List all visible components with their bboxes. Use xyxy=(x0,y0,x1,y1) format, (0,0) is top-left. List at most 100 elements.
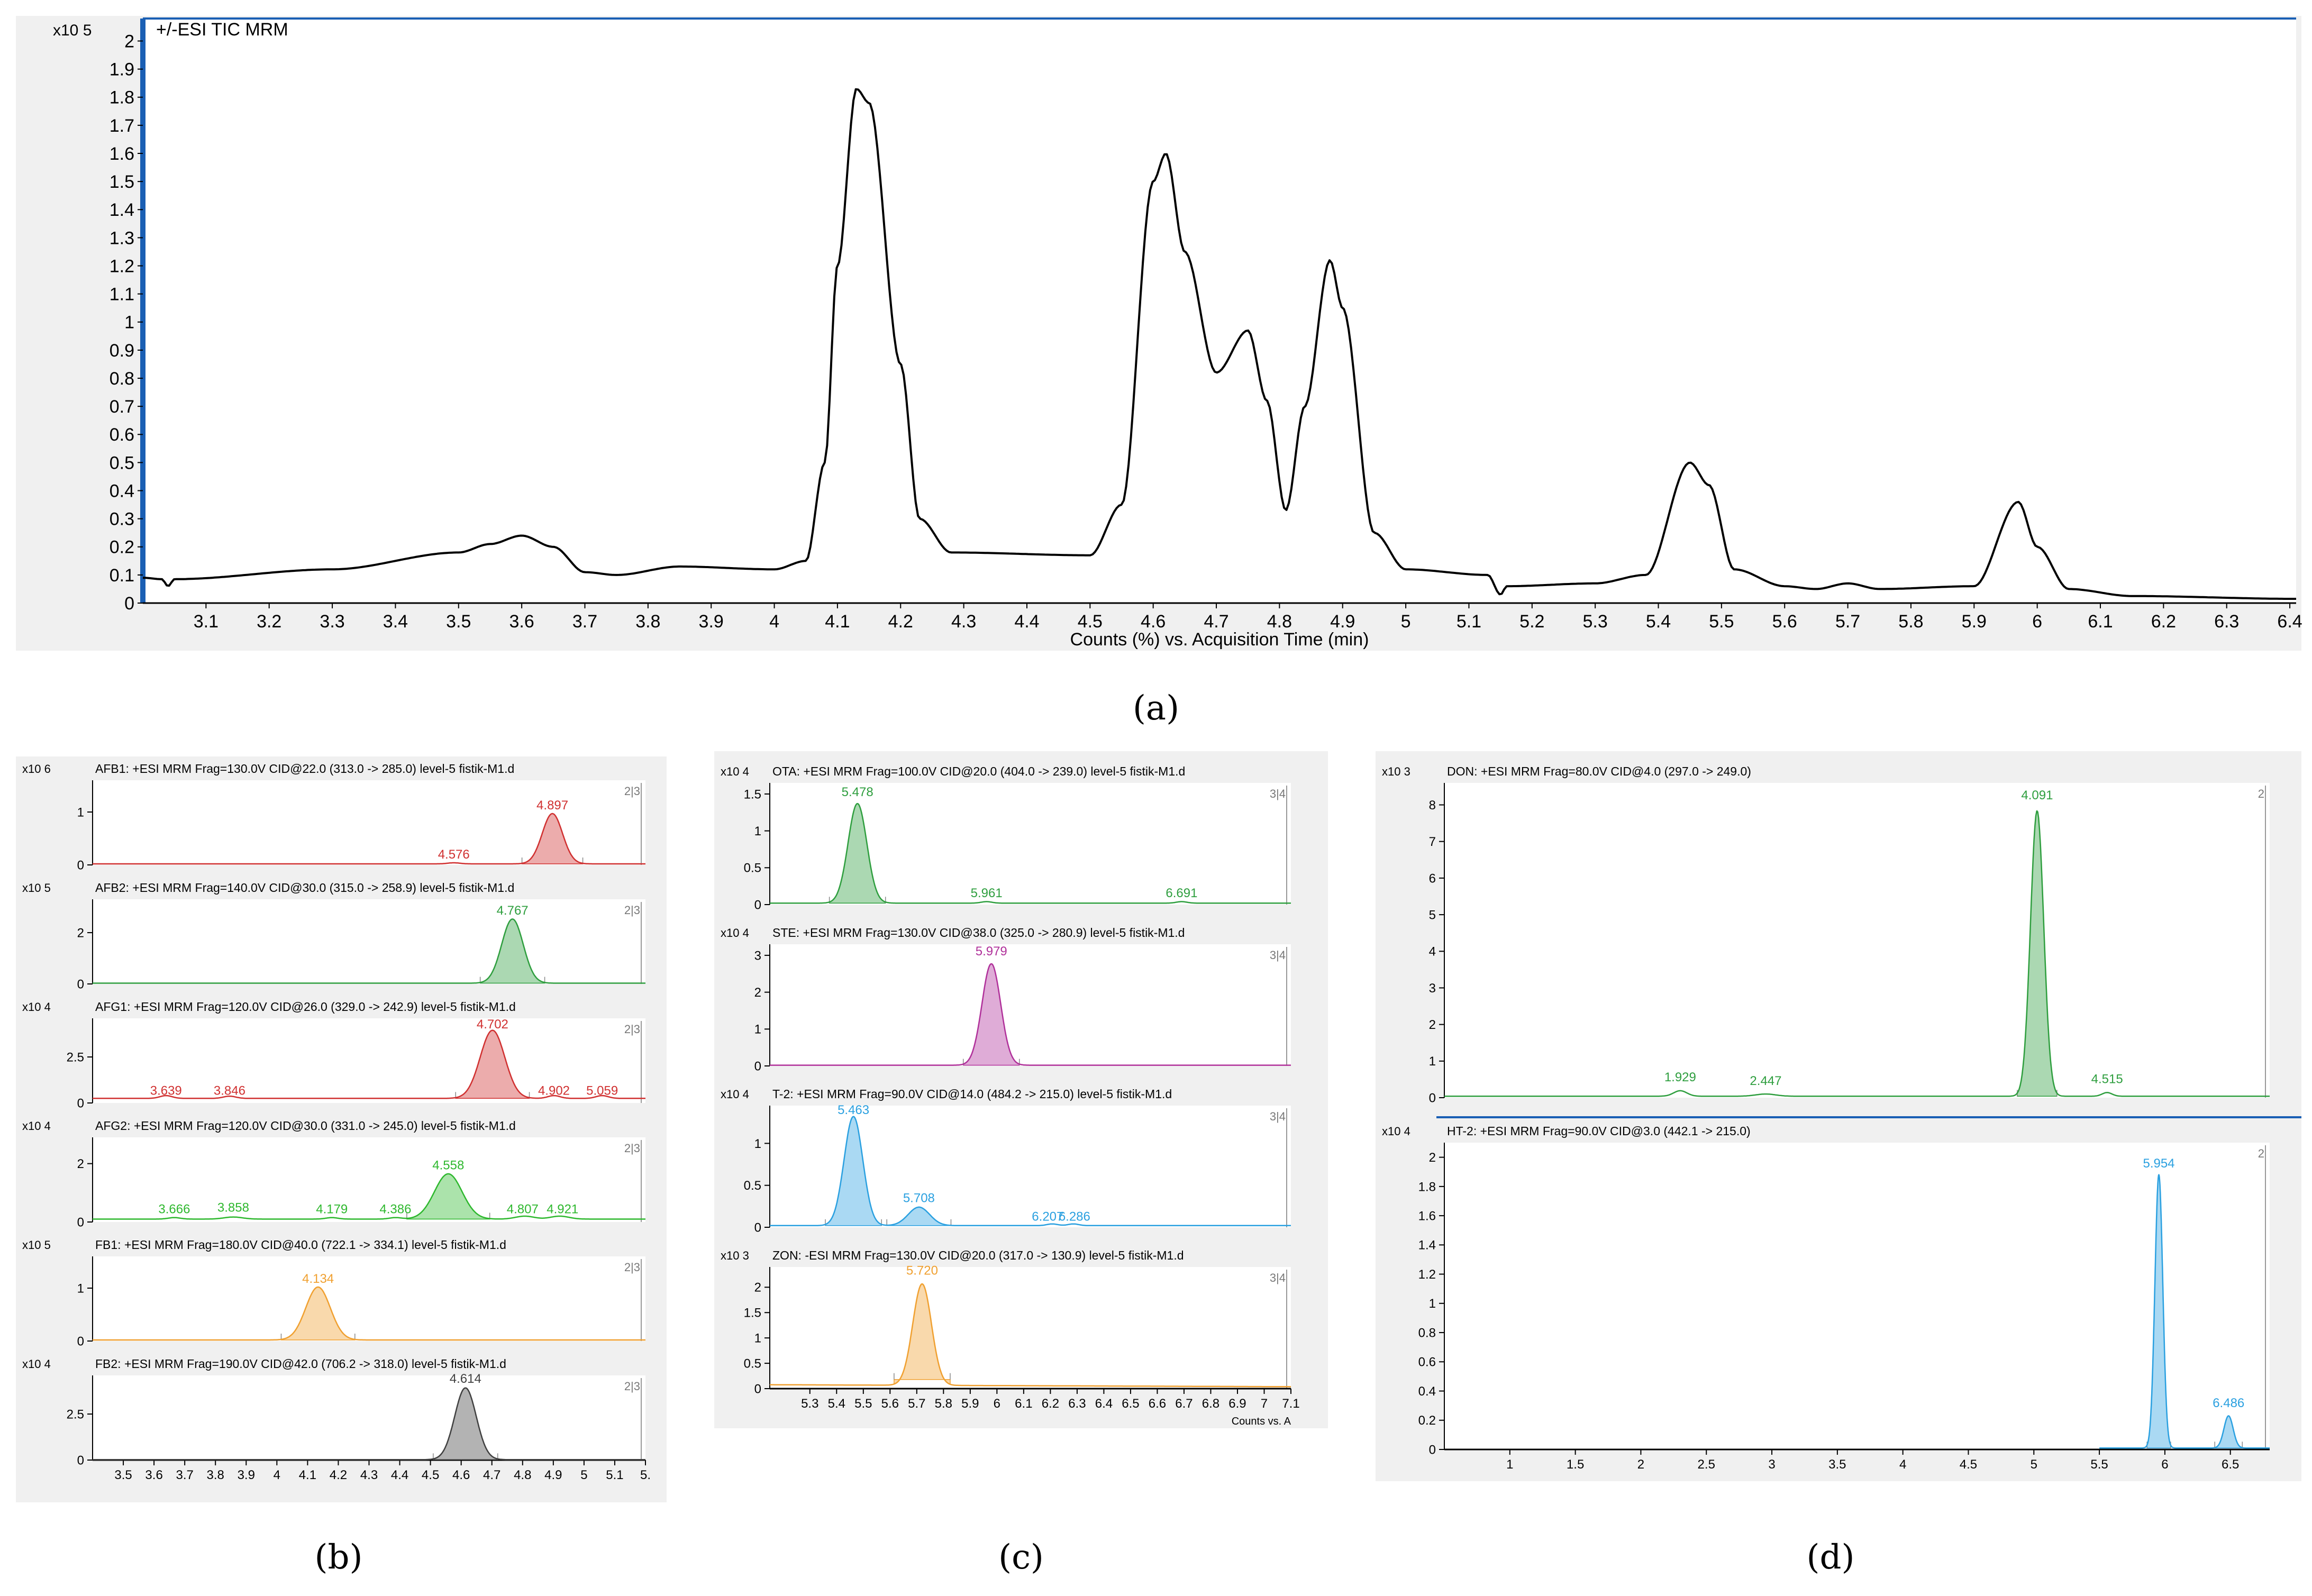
series-line-0 xyxy=(92,918,646,984)
plot-area xyxy=(93,1375,645,1460)
x-tick-label: 3.8 xyxy=(207,1468,224,1482)
x-tick-label: 4.8 xyxy=(1267,612,1292,632)
chart-title: FB2: +ESI MRM Frag=190.0V CID@42.0 (706.… xyxy=(95,1357,506,1371)
peak-label: 1.929 xyxy=(1664,1070,1696,1084)
y-tick-label: 0 xyxy=(754,1220,761,1235)
peak-label: 4.091 xyxy=(2021,788,2053,802)
y-tick-label: 2 xyxy=(1429,1018,1436,1032)
chart-b3: AFG1: +ESI MRM Frag=120.0V CID@26.0 (329… xyxy=(22,1000,646,1110)
chart-title: STE: +ESI MRM Frag=130.0V CID@38.0 (325.… xyxy=(772,926,1185,940)
peak-label: 5.720 xyxy=(906,1263,938,1278)
y-tick-label: 0.5 xyxy=(744,861,761,875)
peak-label: 5.954 xyxy=(2143,1156,2174,1171)
peak-label: 5.708 xyxy=(903,1191,935,1205)
x-tick-label: 5.1 xyxy=(606,1468,623,1482)
y-tick-label: 6 xyxy=(1429,871,1436,886)
chart-c2: STE: +ESI MRM Frag=130.0V CID@38.0 (325.… xyxy=(721,926,1291,1073)
y-tick-label: 0.4 xyxy=(110,481,134,501)
panel-page-indicator: 2|3 xyxy=(624,1261,640,1274)
y-multiplier: x10 6 xyxy=(22,762,51,776)
x-tick-label: 3.5 xyxy=(114,1468,132,1482)
y-tick-label: 0.4 xyxy=(1418,1384,1436,1399)
x-tick-label: 4.4 xyxy=(1014,612,1039,632)
y-multiplier: x10 4 xyxy=(721,926,749,940)
x-tick-label: 7 xyxy=(1261,1397,1268,1411)
panel-page-indicator: 2|3 xyxy=(624,904,640,917)
x-tick-label: 3.5 xyxy=(1828,1457,1846,1472)
x-tick-label: 4.1 xyxy=(299,1468,316,1482)
y-multiplier: x10 5 xyxy=(53,22,92,39)
x-tick-label: 5.6 xyxy=(881,1397,899,1411)
peak-label: 5.463 xyxy=(838,1103,869,1117)
x-tick-label: 1 xyxy=(1506,1457,1513,1472)
chart-title: T-2: +ESI MRM Frag=90.0V CID@14.0 (484.2… xyxy=(772,1087,1172,1101)
y-tick-label: 1.8 xyxy=(110,88,134,108)
x-tick-label: 4.2 xyxy=(330,1468,347,1482)
y-tick-label: 1.8 xyxy=(1418,1180,1436,1194)
x-tick-label: 6.3 xyxy=(1068,1397,1086,1411)
x-tick-label: 4 xyxy=(274,1468,280,1482)
y-tick-label: 0 xyxy=(77,858,84,872)
x-tick-label: 3.1 xyxy=(194,612,219,632)
x-tick-label: 5.5 xyxy=(854,1397,872,1411)
y-tick-label: 1.4 xyxy=(110,200,134,220)
plot-area xyxy=(770,944,1291,1066)
y-tick-label: 1 xyxy=(754,1137,761,1151)
y-tick-label: 0 xyxy=(1429,1091,1436,1105)
plot-area xyxy=(770,1267,1291,1389)
y-tick-label: 1 xyxy=(754,824,761,838)
y-multiplier: x10 4 xyxy=(1382,1125,1410,1138)
peak-label: 3.858 xyxy=(217,1201,249,1215)
x-tick-label: 5.6 xyxy=(1772,612,1797,632)
y-tick-label: 0.6 xyxy=(1418,1355,1436,1370)
peak-label: 5.478 xyxy=(842,785,873,799)
panel-label-c: (c) xyxy=(998,1538,1044,1577)
peak-label: 4.576 xyxy=(438,847,470,862)
y-tick-label: 0 xyxy=(77,977,84,991)
y-tick-label: 1 xyxy=(1429,1297,1436,1311)
peak-label: 4.897 xyxy=(536,798,568,813)
y-tick-label: 1 xyxy=(754,1023,761,1037)
x-tick-label: 3.3 xyxy=(320,612,344,632)
chart-title: OTA: +ESI MRM Frag=100.0V CID@20.0 (404.… xyxy=(772,764,1185,778)
chart-title: FB1: +ESI MRM Frag=180.0V CID@40.0 (722.… xyxy=(95,1238,506,1252)
x-tick-label: 7.1 xyxy=(1282,1397,1299,1411)
y-tick-label: 2.5 xyxy=(67,1407,84,1421)
y-tick-label: 0 xyxy=(754,1059,761,1073)
x-tick-label: 5.3 xyxy=(1583,612,1608,632)
y-tick-label: 0.5 xyxy=(744,1179,761,1193)
panel-page-indicator: 2|3 xyxy=(624,1380,640,1393)
series-line-0 xyxy=(92,1173,646,1220)
x-tick-label: 6.4 xyxy=(1095,1397,1113,1411)
chart-b4: AFG2: +ESI MRM Frag=120.0V CID@30.0 (331… xyxy=(22,1119,646,1229)
peak-label: 4.558 xyxy=(432,1159,464,1173)
y-multiplier: x10 4 xyxy=(721,765,749,778)
x-tick-label: 6 xyxy=(994,1397,1000,1411)
peak-label: 4.807 xyxy=(507,1202,539,1216)
plot-area xyxy=(770,1106,1291,1227)
x-tick-label: 3.8 xyxy=(635,612,660,632)
plot-area xyxy=(143,19,2296,603)
peak-label: 4.921 xyxy=(547,1202,578,1216)
y-tick-label: 0 xyxy=(77,1334,84,1348)
x-tick-label: 6.8 xyxy=(1202,1397,1219,1411)
chart-title: AFG2: +ESI MRM Frag=120.0V CID@30.0 (331… xyxy=(95,1119,516,1133)
y-tick-label: 0 xyxy=(754,898,761,912)
series-line-0 xyxy=(92,1387,646,1461)
x-tick-label: 6 xyxy=(2161,1457,2168,1472)
y-tick-label: 0.5 xyxy=(744,1356,761,1371)
y-tick-label: 8 xyxy=(1429,798,1436,813)
series-line-0 xyxy=(92,1286,646,1341)
series-line-0 xyxy=(769,1116,1291,1227)
peak-label: 6.286 xyxy=(1059,1209,1090,1224)
peak-label: 4.386 xyxy=(379,1202,411,1216)
panel-label-b: (b) xyxy=(315,1538,363,1577)
x-tick-label: 5.4 xyxy=(828,1397,845,1411)
chart-b5: FB1: +ESI MRM Frag=180.0V CID@40.0 (722.… xyxy=(22,1238,646,1348)
y-tick-label: 0.7 xyxy=(110,397,134,417)
x-tick-label: 5.3 xyxy=(801,1397,818,1411)
y-multiplier: x10 4 xyxy=(22,1357,51,1371)
x-tick-label: 5 xyxy=(1401,612,1411,632)
y-tick-label: 1.5 xyxy=(744,1306,761,1320)
x-tick-label: 3.6 xyxy=(145,1468,162,1482)
